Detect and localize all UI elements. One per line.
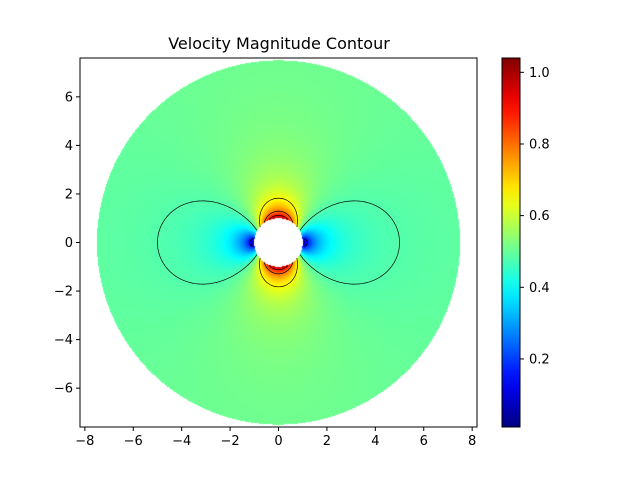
- contour-line: [268, 214, 289, 271]
- x-axis: −8 −6 −4 −2 0 2 4 6 8: [75, 427, 476, 449]
- x-tick-label: −6: [124, 434, 143, 449]
- contour-line: [249, 238, 308, 247]
- x-tick-label: 0: [274, 434, 282, 449]
- contour-line: [157, 200, 400, 285]
- chart-title: Velocity Magnitude Contour: [168, 34, 390, 53]
- x-tick-label: −4: [172, 434, 191, 449]
- x-tick-label: −8: [75, 434, 94, 449]
- x-tick-label: 4: [371, 434, 379, 449]
- y-tick-label: −2: [54, 285, 73, 300]
- colorbar-tick-label: 0.4: [529, 281, 550, 296]
- colorbar-tick-label: 0.6: [529, 209, 550, 224]
- x-tick-label: −2: [220, 434, 239, 449]
- y-tick-label: 2: [65, 187, 73, 202]
- colorbar-gradient: [501, 57, 521, 428]
- y-tick-label: −4: [54, 333, 73, 348]
- contour-line: [263, 210, 294, 275]
- y-axis: −6 −4 −2 0 2 4 6: [54, 90, 80, 397]
- velocity-field-heatmap: [80, 58, 477, 427]
- colorbar-tick-label: 0.2: [529, 352, 550, 367]
- colorbar-tick-label: 0.8: [529, 137, 550, 152]
- x-tick-label: 2: [323, 434, 331, 449]
- plot-area: [79, 57, 478, 428]
- y-tick-label: 0: [65, 236, 73, 251]
- y-tick-label: 6: [65, 90, 73, 105]
- contour-line: [259, 197, 298, 288]
- x-tick-label: 8: [468, 434, 476, 449]
- y-tick-label: −6: [54, 382, 73, 397]
- colorbar-tick-label: 1.0: [529, 66, 550, 81]
- x-tick-label: 6: [420, 434, 428, 449]
- y-tick-label: 4: [65, 139, 73, 154]
- colorbar: 0.2 0.4 0.6 0.8 1.0: [501, 57, 550, 428]
